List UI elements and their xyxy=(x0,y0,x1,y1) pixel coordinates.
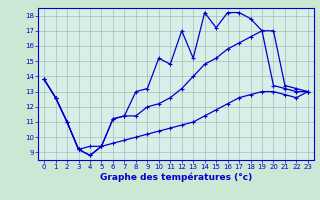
X-axis label: Graphe des températures (°c): Graphe des températures (°c) xyxy=(100,173,252,182)
